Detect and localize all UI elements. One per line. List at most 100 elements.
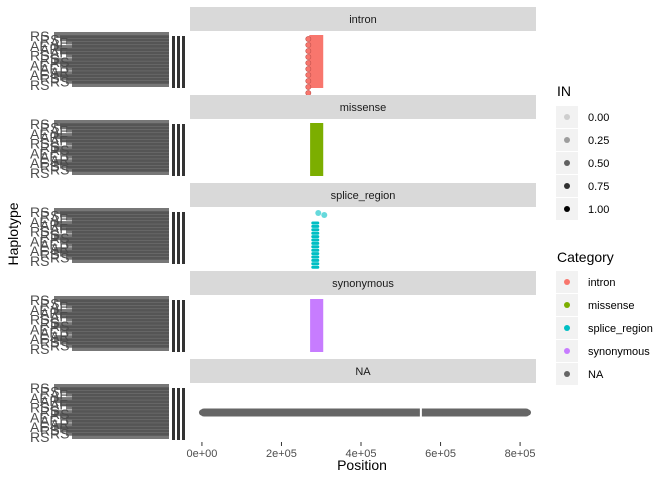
y-tick-label: [60, 61, 169, 68]
y-tick-label: [54, 384, 169, 390]
y-tick-label: AF: [30, 145, 48, 161]
y-tick-label: AF: [30, 302, 48, 318]
data-point: [262, 409, 269, 416]
y-tick-label: RS: [30, 204, 49, 220]
y-tick-label: AF: [30, 233, 48, 249]
y-tick-label: [66, 341, 169, 348]
facet-strip: [190, 183, 536, 207]
y-tick-label: [72, 345, 169, 351]
data-point: [286, 409, 293, 416]
data-point: [461, 409, 468, 416]
data-point: [509, 409, 516, 416]
y-tick-label: [66, 139, 169, 146]
data-point: [397, 409, 404, 416]
y-tick-label: [60, 162, 169, 169]
facet-strip-label: NA: [355, 366, 371, 378]
y-tick-label: [66, 38, 169, 45]
data-point: [311, 248, 320, 252]
y-tick-label: [60, 400, 169, 407]
data-point: [254, 409, 261, 416]
data-point: [501, 409, 508, 416]
y-tick-mark: [182, 388, 185, 440]
y-tick-label: [66, 328, 169, 335]
legend-label: NA: [588, 369, 604, 381]
facet-panels: intronRSRSAFAFARAFRSRSRSAFAFARAFRSRSRSmi…: [30, 7, 536, 445]
data-point: [206, 409, 213, 416]
y-tick-mark: [182, 300, 185, 352]
y-tick-mark: [172, 388, 175, 440]
legend-key: [564, 371, 570, 377]
legend-key: [564, 325, 570, 331]
y-tick-mark: [177, 388, 180, 440]
y-tick-label: [66, 403, 169, 410]
y-tick-label: RS: [30, 380, 49, 396]
y-tick-label: [66, 51, 169, 58]
data-point: [305, 36, 312, 42]
y-tick-label: [66, 390, 169, 397]
legend-title: IN: [557, 83, 571, 99]
facet-strip-label: missense: [340, 102, 386, 114]
legend-key: [564, 137, 570, 143]
facet-synonymous: synonymous RSRSAFAFARAFRSRSRSAFAFARAFRSRS…: [30, 271, 536, 357]
y-tick-label: [54, 309, 169, 316]
y-tick-mark: [177, 124, 180, 176]
y-tick-label: [72, 155, 169, 162]
data-point: [305, 72, 312, 78]
y-tick-label: [60, 413, 169, 420]
y-tick-mark: [182, 36, 185, 88]
data-point: [311, 235, 320, 239]
data-point: [302, 409, 309, 416]
data-point: [525, 409, 532, 416]
data-point: [315, 210, 322, 216]
legend-label: splice_region: [588, 323, 653, 335]
data-point: [311, 265, 320, 269]
y-tick-label: [72, 169, 169, 175]
y-tick-label: AF: [40, 325, 58, 341]
legend-label: 0.75: [588, 181, 609, 193]
y-tick-label: [66, 77, 169, 84]
data-point: [405, 409, 412, 416]
data-point: [305, 90, 312, 96]
y-tick-label: [54, 133, 169, 140]
data-point: [311, 228, 320, 232]
data-point: [305, 84, 312, 90]
legend-key-bg: [556, 129, 578, 151]
y-tick-label: AF: [30, 321, 48, 337]
y-tick-label: RS: [40, 295, 59, 311]
y-tick-label: [72, 318, 169, 325]
facet-splice_region: splice_region RSRSAFAFARAFRSRSRSAFAFARAFR…: [30, 183, 536, 287]
y-tick-label: RS: [30, 48, 49, 64]
data-point: [311, 262, 320, 266]
x-tick-label: 6e+05: [425, 448, 456, 460]
y-tick-label: RS: [50, 162, 69, 178]
y-tick-mark: [177, 300, 180, 352]
data-point: [445, 409, 452, 416]
y-tick-label: AF: [30, 419, 48, 435]
y-tick-label: RS: [30, 77, 49, 93]
y-tick-label: [66, 64, 169, 71]
data-point: [321, 212, 328, 218]
y-tick-label: AF: [40, 237, 58, 253]
legend-label: intron: [588, 277, 616, 289]
y-tick-label: AF: [30, 409, 48, 425]
data-point: [493, 409, 500, 416]
data-point: [373, 409, 380, 416]
data-point: [485, 409, 492, 416]
x-tick-label: 2e+05: [266, 448, 297, 460]
y-tick-label: [66, 227, 169, 234]
y-tick-label: [54, 120, 169, 126]
y-tick-label: [72, 129, 169, 136]
y-tick-label: [72, 81, 169, 87]
y-tick-label: [72, 257, 169, 263]
y-tick-label: RS: [40, 207, 59, 223]
y-tick-label: [54, 71, 169, 78]
y-tick-label: [72, 230, 169, 237]
data-point: [477, 409, 484, 416]
y-tick-label: [60, 387, 169, 394]
legend-key: [564, 279, 570, 285]
y-tick-label: AF: [30, 57, 48, 73]
y-axis-title: Haplotype: [5, 202, 21, 265]
facet-missense: missense RSRSAFAFARAFRSRSRSAFAFARAFRSRSRS: [30, 95, 536, 181]
y-tick-label: [60, 312, 169, 319]
